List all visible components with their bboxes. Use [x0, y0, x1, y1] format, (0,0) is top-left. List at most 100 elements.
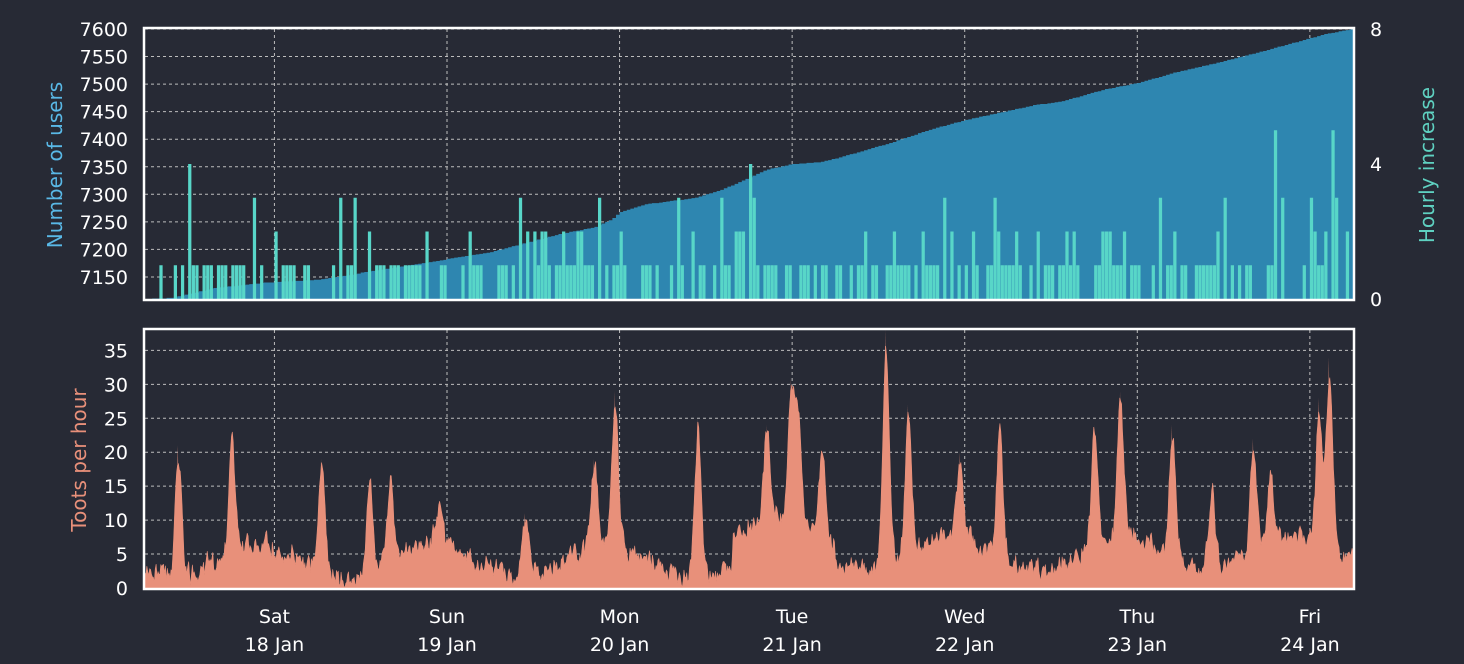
toots-y-tick-label: 20: [104, 442, 128, 464]
hourly-increase-bar: [720, 197, 724, 299]
x-tick-weekday: Mon: [600, 606, 640, 628]
hourly-increase-bar: [1245, 265, 1249, 299]
x-tick-date: 21 Jan: [762, 634, 822, 656]
hourly-increase-bar: [242, 265, 246, 299]
hourly-increase-bar: [1047, 265, 1051, 299]
x-tick-weekday: Fri: [1299, 606, 1322, 628]
hourly-increase-bar: [1051, 265, 1055, 299]
x-tick-date: 24 Jan: [1280, 634, 1340, 656]
hourly-increase-bar: [655, 265, 659, 299]
hourly-increase-bar: [587, 265, 591, 299]
hourly-increase-bar: [802, 265, 807, 299]
hourly-increase-bar: [562, 231, 566, 299]
toots-y-tick-label: 35: [104, 340, 128, 362]
hourly-increase-bar: [727, 265, 731, 299]
hourly-increase-bar: [1061, 265, 1066, 299]
hourly-increase-bar: [856, 265, 861, 299]
hourly-increase-bar: [713, 265, 717, 299]
hourly-increase-bar: [206, 265, 210, 299]
hourly-increase-bar: [806, 265, 810, 299]
hourly-increase-bar: [698, 265, 702, 299]
hourly-increase-bar: [889, 265, 893, 299]
hourly-increase-bar: [813, 265, 817, 299]
hourly-increase-bar: [303, 265, 307, 299]
hourly-increase-bar: [957, 265, 961, 299]
hourly-increase-bar: [723, 265, 728, 299]
toots-peak: [1091, 425, 1097, 588]
x-tick-weekday: Sat: [259, 606, 290, 628]
hourly-increase-bar: [900, 265, 904, 299]
x-tick-weekday: Sun: [429, 606, 465, 628]
users-y-tick-label: 7150: [80, 267, 128, 289]
toots-panel-frame: [142, 327, 1356, 591]
hourly-increase-bar: [403, 265, 408, 299]
hourly-increase-bar: [820, 265, 825, 299]
hourly-increase-bar: [752, 197, 756, 299]
toots-peak: [1315, 397, 1321, 588]
hourly-increase-bar: [349, 265, 354, 299]
hourly-increase-bar: [1248, 265, 1252, 299]
users-y-tick-label: 7400: [80, 129, 128, 151]
hourly-increase-bar: [159, 265, 163, 299]
hourly-increase-bar: [1130, 265, 1134, 299]
toots-peak: [611, 391, 617, 588]
hourly-increase-bar: [1058, 265, 1062, 299]
hourly-increase-bar: [975, 265, 979, 299]
hourly-increase-bar: [479, 265, 483, 299]
hourly-increase-bar: [799, 265, 803, 299]
hourly-increase-bar: [504, 265, 508, 299]
hourly-increase-bar: [1166, 265, 1170, 299]
hourly-increase-bar: [1119, 265, 1123, 299]
hourly-increase-bar: [1068, 265, 1073, 299]
hourly-increase-bar: [1194, 265, 1199, 299]
hourly-increase-bar: [1043, 265, 1048, 299]
hourly-increase-bar: [964, 265, 968, 299]
hourly-increase-bar: [838, 265, 843, 299]
hourly-increase-bar: [1324, 231, 1328, 299]
hourly-increase-bar: [191, 265, 195, 299]
hourly-increase-bar: [1036, 231, 1040, 299]
hourly-increase-bar: [306, 265, 311, 299]
hourly-increase-bar: [180, 265, 185, 299]
hourly-increase-bar: [774, 265, 778, 299]
hourly-increase-bar: [971, 231, 976, 299]
hourly-increase-bar: [378, 265, 382, 299]
hourly-increase-bar: [544, 231, 548, 299]
hourly-increase-bar: [986, 265, 990, 299]
hourly-increase-bar: [1137, 265, 1141, 299]
x-tick-weekday: Wed: [944, 606, 985, 628]
hourly-increase-bar: [648, 265, 652, 299]
hourly-increase-bar: [605, 265, 609, 299]
hourly-increase-bar: [500, 265, 505, 299]
hourly-increase-bar: [1266, 265, 1270, 299]
hourly-increase-bar: [367, 231, 372, 299]
toots-peak: [175, 445, 181, 588]
hourly-increase-bar: [1112, 265, 1116, 299]
toots-peak: [818, 452, 824, 588]
hourly-increase-bar: [1345, 231, 1350, 299]
hourly-increase-bar: [1065, 231, 1069, 299]
hourly-increase-bar: [1158, 197, 1163, 299]
hourly-increase-bar: [1018, 265, 1022, 299]
hourly-increase-bar: [1097, 265, 1101, 299]
users-y-tick-label: 7300: [80, 184, 128, 206]
hourly-increase-bar: [677, 197, 681, 299]
hourly-increase-bar: [921, 231, 925, 299]
hourly-increase-bar: [1169, 265, 1173, 299]
toots-peak: [957, 452, 963, 588]
hourly-increase-bar: [691, 231, 695, 299]
hourly-increase-bar: [770, 265, 774, 299]
hourly-increase-bar: [885, 265, 889, 299]
hourly-increase-bar: [914, 265, 918, 299]
users-y-tick-label: 7200: [80, 239, 128, 261]
toots-peak: [1267, 472, 1273, 588]
hourly-increase-bar: [195, 265, 199, 299]
toots-peak: [522, 513, 528, 588]
hourly-increase-bar: [475, 265, 479, 299]
hourly-increase-bar: [1198, 265, 1202, 299]
hourly-increase-bar: [572, 265, 577, 299]
hourly-increase-bar: [997, 231, 1001, 299]
hourly-increase-bar: [871, 265, 875, 299]
x-tick-weekday: Tue: [775, 606, 808, 628]
hourly-increase-bar: [238, 265, 242, 299]
